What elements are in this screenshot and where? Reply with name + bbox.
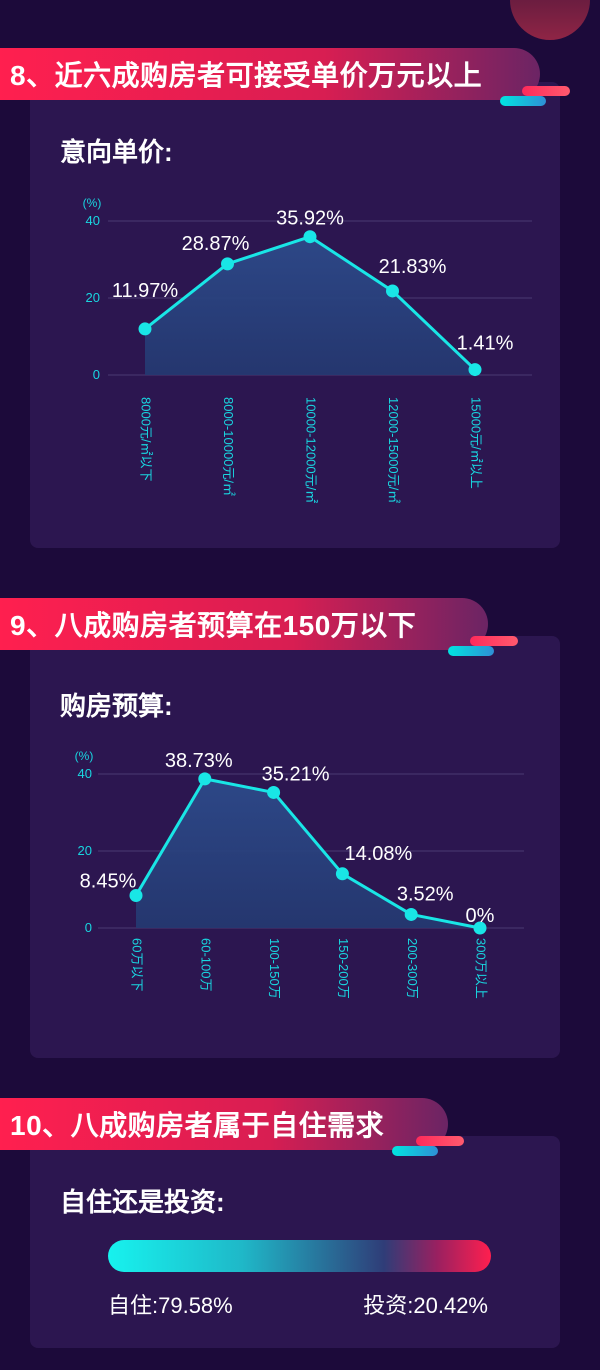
series-line <box>134 777 481 930</box>
unit-price-card-title: 意向单价: <box>60 137 173 167</box>
y-tick-label: 0 <box>85 920 92 935</box>
y-tick-label: 20 <box>78 843 92 858</box>
budget-card-title: 购房预算: <box>60 691 173 721</box>
data-point <box>198 772 212 786</box>
area-fill <box>136 778 480 928</box>
data-point <box>221 257 234 271</box>
decor-pill-red <box>416 1136 464 1146</box>
decor-pill-red <box>522 86 570 96</box>
decor-pill-cyan <box>448 646 494 656</box>
y-unit-label: (%) <box>75 749 94 763</box>
decor-pill-cyan <box>392 1146 438 1156</box>
x-tick-label: 60万以下 <box>130 938 145 991</box>
section-8-banner: 8、近六成购房者可接受单价万元以上 <box>0 48 540 100</box>
data-point <box>468 363 482 377</box>
data-point <box>303 230 317 244</box>
data-point <box>404 907 418 921</box>
data-label: 28.87% <box>182 233 250 255</box>
data-label: 11.97% <box>112 280 179 302</box>
data-label: 14.08% <box>344 843 412 865</box>
section-9-banner: 9、八成购房者预算在150万以下 <box>0 598 488 650</box>
y-unit-label: (%) <box>83 196 102 210</box>
self-use-vs-investment-bar <box>108 1240 491 1272</box>
data-label: 3.52% <box>397 883 454 905</box>
data-label: 35.92% <box>276 208 344 230</box>
data-label: 0% <box>466 905 495 927</box>
investment-label: 投资:20.42% <box>363 1293 488 1318</box>
data-point <box>386 284 399 298</box>
x-tick-label: 100-150万 <box>267 938 282 999</box>
data-point <box>267 785 281 799</box>
y-tick-label: 40 <box>78 766 92 781</box>
self-use-label: 自住:79.58% <box>108 1293 233 1318</box>
data-point <box>335 867 349 881</box>
unit-price-chart: 0 20 40 (%) 11.97% 8000元/㎡以下 28.87% 8000-10000元… <box>83 196 532 503</box>
data-label: 38.73% <box>165 750 233 772</box>
data-label: 1.41% <box>457 333 514 355</box>
data-point <box>129 888 143 902</box>
y-tick-label: 40 <box>86 213 100 228</box>
x-tick-label: 8000-10000元/㎡ <box>221 397 236 496</box>
unit-price-card: 意向单价: 0 20 40 (%) 11.97% 8000元/㎡以下 28.87% 8000-… <box>30 82 560 548</box>
data-point <box>473 921 487 935</box>
x-tick-label: 8000元/㎡以下 <box>139 397 154 482</box>
x-tick-label: 300万以上 <box>474 938 489 999</box>
x-tick-label: 150-200万 <box>336 938 351 999</box>
purpose-card: 自住还是投资: 自住:79.58% 投资:20.42% <box>30 1136 560 1348</box>
x-tick-label: 15000元/㎡以上 <box>469 397 484 489</box>
decorative-circle <box>510 0 590 40</box>
y-tick-label: 0 <box>93 367 100 382</box>
area-fill <box>145 236 475 375</box>
x-tick-label: 60-100万 <box>198 938 213 991</box>
data-label: 21.83% <box>379 256 447 278</box>
budget-card: 购房预算: 0 20 40 (%) 8.45% 60万以下 38.73% 60-100万 35.… <box>30 636 560 1058</box>
data-label: 8.45% <box>80 870 137 892</box>
x-tick-label: 200-300万 <box>405 938 420 999</box>
data-label: 35.21% <box>262 763 330 785</box>
y-tick-label: 20 <box>86 290 100 305</box>
purpose-card-title: 自住还是投资: <box>60 1187 225 1217</box>
decor-pill-red <box>470 636 518 646</box>
budget-chart: 0 20 40 (%) 8.45% 60万以下 38.73% 60-100万 35.21% 100… <box>75 749 524 999</box>
x-tick-label: 12000-15000元/㎡ <box>386 397 401 503</box>
section-10-banner: 10、八成购房者属于自住需求 <box>0 1098 448 1150</box>
x-tick-label: 10000-12000元/㎡ <box>304 397 319 503</box>
data-point <box>138 322 152 336</box>
decor-pill-cyan <box>500 96 546 106</box>
